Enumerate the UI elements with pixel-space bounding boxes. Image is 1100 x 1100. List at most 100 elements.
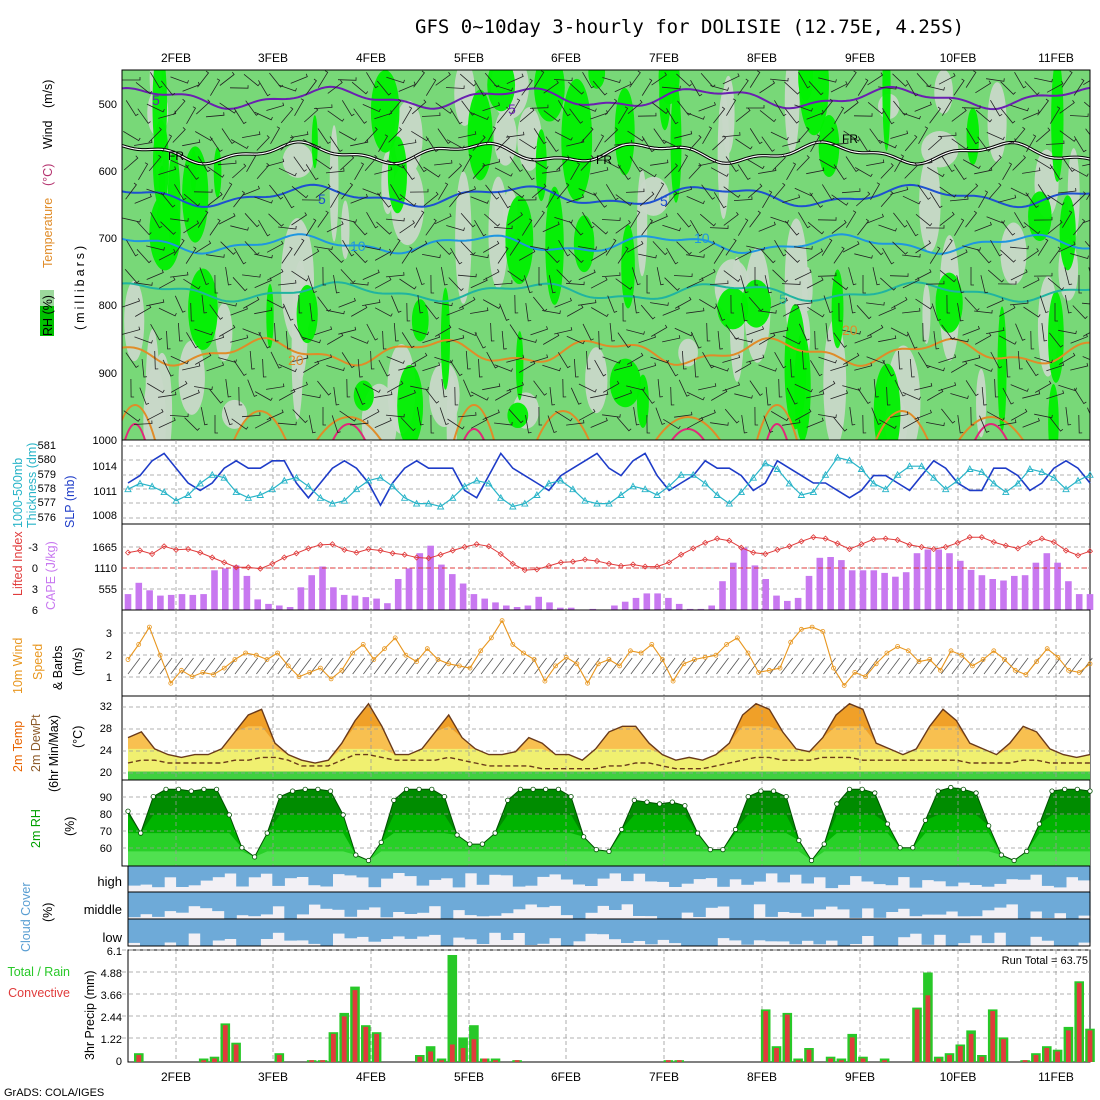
wind-barb bbox=[1026, 134, 1037, 153]
cape-bar bbox=[124, 594, 132, 610]
lifted-index-marker bbox=[726, 537, 733, 544]
wind-barb bbox=[882, 359, 895, 377]
wind10-marker bbox=[905, 648, 911, 654]
cape-bar bbox=[373, 598, 380, 610]
wind-barb bbox=[146, 383, 165, 394]
cape-bar bbox=[1043, 553, 1051, 610]
wind10-barb bbox=[951, 657, 965, 675]
cape-bar bbox=[762, 579, 769, 610]
wind-barb bbox=[592, 80, 608, 96]
wind10-marker bbox=[734, 635, 740, 641]
wind-barb bbox=[529, 104, 549, 109]
wind-barb bbox=[772, 182, 786, 200]
wind-barb bbox=[939, 186, 957, 198]
wind-barb bbox=[1070, 253, 1089, 259]
wind-barb bbox=[308, 415, 316, 434]
wind-barb bbox=[554, 217, 573, 224]
wind-barb bbox=[214, 415, 218, 434]
wind-barb bbox=[961, 105, 981, 109]
wind-barb bbox=[582, 323, 594, 341]
wind-barb bbox=[305, 164, 319, 181]
wind10-marker bbox=[275, 650, 281, 656]
wind10-barb bbox=[823, 657, 836, 675]
rh-moist-patch bbox=[588, 70, 606, 89]
lifted-index-marker bbox=[545, 562, 552, 569]
precip-conv-bar bbox=[222, 1025, 228, 1062]
rh-moist-patch bbox=[997, 306, 1007, 432]
wind-barb bbox=[806, 277, 824, 289]
wind-barb bbox=[385, 272, 405, 278]
wind-barb bbox=[808, 81, 824, 96]
wind-barb bbox=[770, 77, 789, 82]
wind-barb bbox=[646, 414, 651, 434]
precip-conv-bar bbox=[1066, 1030, 1071, 1062]
wind-barb bbox=[206, 334, 225, 343]
contour-label: FR bbox=[596, 153, 612, 167]
wind-barb bbox=[158, 276, 176, 289]
wind10-marker bbox=[1087, 661, 1093, 667]
wind-barb bbox=[722, 354, 741, 363]
lifted-index-marker bbox=[930, 546, 937, 553]
thickness-marker bbox=[689, 470, 697, 478]
wind-barb bbox=[194, 328, 213, 336]
lifted-index-marker bbox=[136, 547, 144, 554]
wind-barb bbox=[821, 238, 833, 256]
wind-barb bbox=[582, 211, 595, 229]
cloud-bar bbox=[933, 892, 947, 915]
wind-label: Wind bbox=[41, 120, 55, 149]
wind-barb bbox=[349, 420, 369, 426]
wind-barb bbox=[929, 246, 941, 264]
cloud-bar bbox=[284, 919, 297, 941]
precip-conv-bar bbox=[1044, 1048, 1050, 1062]
lifted-index-marker bbox=[209, 554, 216, 561]
lifted-index-marker bbox=[978, 534, 985, 541]
wind-barb bbox=[362, 383, 381, 393]
wind-barb bbox=[758, 167, 777, 174]
thickness-marker bbox=[340, 496, 349, 504]
wind-barb bbox=[410, 329, 429, 336]
wind10-marker bbox=[788, 639, 794, 645]
cloud-bar bbox=[308, 892, 321, 905]
thickness-marker bbox=[1002, 488, 1010, 496]
rh-moist-patch bbox=[614, 87, 635, 176]
wind-barb bbox=[554, 131, 573, 141]
wind10-barb bbox=[662, 657, 676, 675]
rh-moist-patch bbox=[659, 70, 671, 131]
wind-barb bbox=[182, 139, 201, 147]
wind-barb bbox=[759, 110, 777, 123]
date-label: 3FEB bbox=[258, 51, 288, 65]
date-label: 7FEB bbox=[649, 1070, 679, 1084]
cloud-bar bbox=[344, 892, 358, 917]
thickness-marker bbox=[196, 479, 204, 487]
wind-barb bbox=[558, 240, 571, 257]
wind-barb bbox=[737, 78, 749, 96]
wind-barb bbox=[533, 70, 545, 88]
cloud-bar bbox=[236, 866, 249, 887]
rh2m-marker bbox=[1011, 857, 1017, 864]
lifted-index-marker bbox=[197, 549, 204, 556]
wind-barb bbox=[962, 354, 981, 363]
wind-barb bbox=[661, 85, 681, 90]
date-label: 4FEB bbox=[356, 1070, 386, 1084]
wind-barb bbox=[186, 332, 199, 349]
wind-barb bbox=[594, 134, 605, 152]
y-tick-label: 6.1 bbox=[107, 946, 122, 958]
wind-barb bbox=[425, 304, 440, 320]
cloud-bar bbox=[597, 866, 610, 879]
wind-barb bbox=[146, 103, 165, 113]
wind-barb bbox=[772, 155, 786, 171]
rh2m-marker bbox=[214, 786, 220, 792]
wind-barb bbox=[853, 113, 873, 117]
wind-barb bbox=[229, 85, 249, 89]
wind-barb bbox=[233, 190, 246, 208]
rh2m-marker bbox=[656, 801, 663, 807]
wind-barb bbox=[774, 100, 787, 117]
wind-barb bbox=[593, 192, 608, 208]
wind-barb bbox=[278, 84, 297, 92]
rh-moist-patch bbox=[1051, 70, 1064, 182]
wind-barb bbox=[269, 184, 284, 200]
wind-barb bbox=[833, 164, 847, 181]
wind-barb bbox=[640, 304, 656, 320]
wind10-barb bbox=[384, 657, 398, 675]
cloud-bar bbox=[188, 919, 201, 934]
